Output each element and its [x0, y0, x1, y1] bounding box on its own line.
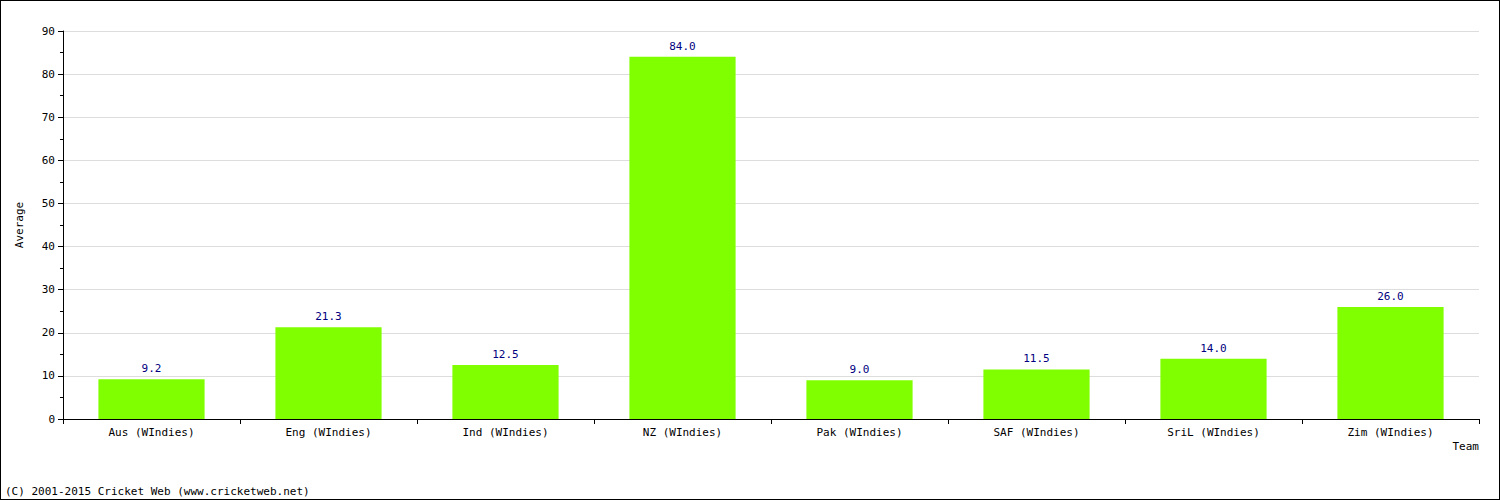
svg-text:50: 50	[42, 197, 55, 210]
svg-text:40: 40	[42, 240, 55, 253]
svg-text:26.0: 26.0	[1377, 290, 1404, 303]
svg-text:NZ (WIndies): NZ (WIndies)	[643, 426, 722, 439]
svg-text:70: 70	[42, 111, 55, 124]
svg-text:10: 10	[42, 369, 55, 382]
svg-text:11.5: 11.5	[1023, 352, 1050, 365]
svg-text:80: 80	[42, 68, 55, 81]
svg-text:SAF (WIndies): SAF (WIndies)	[993, 426, 1079, 439]
svg-text:60: 60	[42, 154, 55, 167]
svg-text:Average: Average	[13, 202, 26, 248]
svg-text:9.0: 9.0	[850, 363, 870, 376]
svg-text:30: 30	[42, 283, 55, 296]
svg-text:9.2: 9.2	[142, 362, 162, 375]
svg-text:Eng (WIndies): Eng (WIndies)	[285, 426, 371, 439]
svg-text:21.3: 21.3	[315, 310, 342, 323]
svg-text:20: 20	[42, 326, 55, 339]
svg-text:84.0: 84.0	[669, 40, 696, 53]
svg-text:Pak (WIndies): Pak (WIndies)	[816, 426, 902, 439]
svg-text:0: 0	[48, 413, 55, 426]
svg-text:12.5: 12.5	[492, 348, 519, 361]
svg-text:SriL (WIndies): SriL (WIndies)	[1167, 426, 1260, 439]
svg-text:Team: Team	[1453, 440, 1480, 453]
svg-text:Zim (WIndies): Zim (WIndies)	[1347, 426, 1433, 439]
svg-text:90: 90	[42, 25, 55, 38]
svg-text:Ind (WIndies): Ind (WIndies)	[462, 426, 548, 439]
svg-text:(C) 2001-2015 Cricket Web (www: (C) 2001-2015 Cricket Web (www.cricketwe…	[5, 485, 310, 498]
svg-text:14.0: 14.0	[1200, 342, 1227, 355]
svg-text:Aus (WIndies): Aus (WIndies)	[108, 426, 194, 439]
